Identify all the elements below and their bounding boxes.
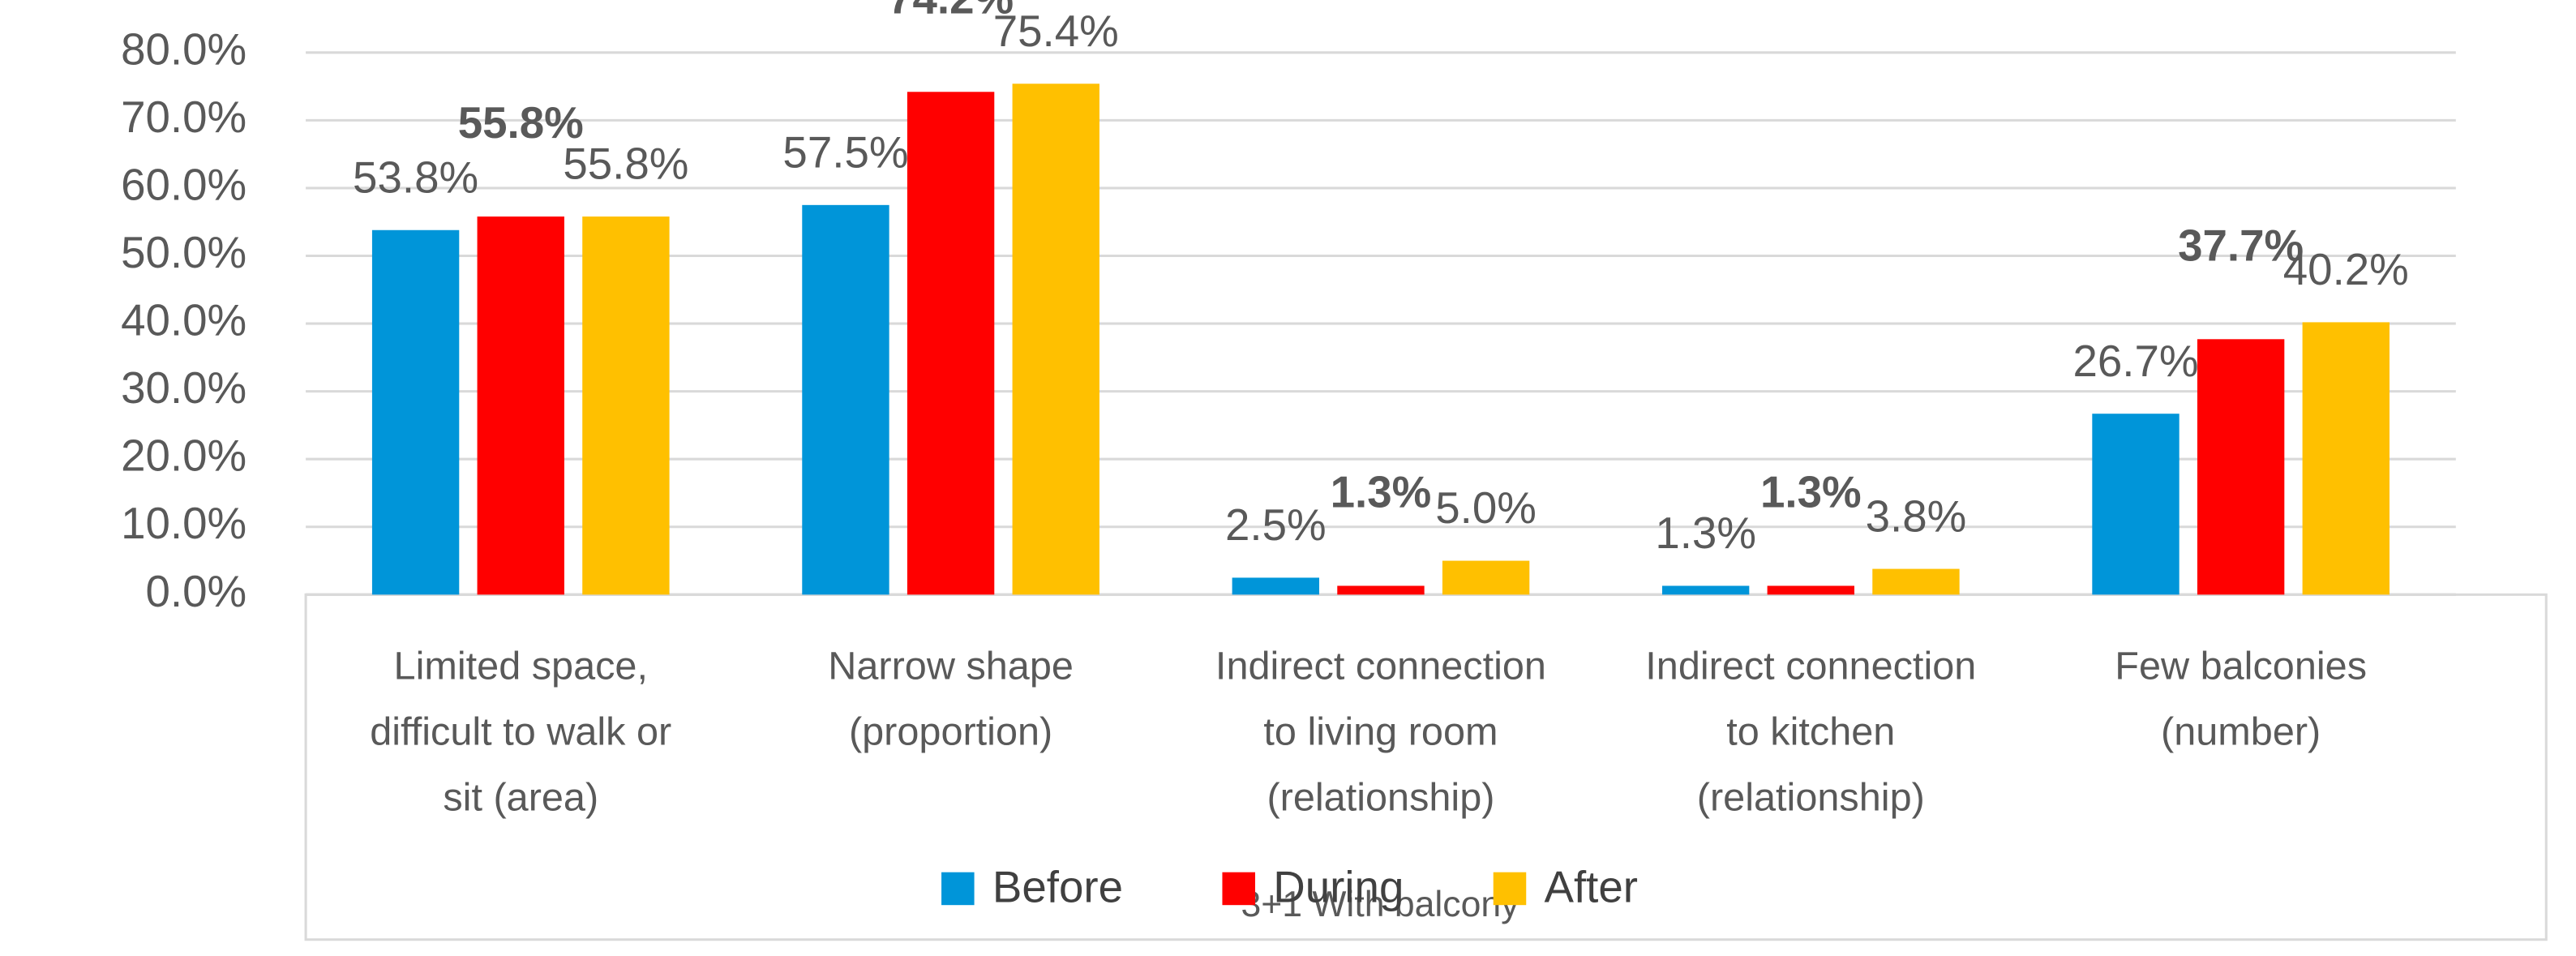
- value-label: 1.3%: [1331, 467, 1432, 517]
- value-label: 53.8%: [353, 152, 478, 202]
- y-tick-label: 70.0%: [121, 92, 246, 142]
- legend-swatch: [1493, 872, 1527, 906]
- x-tick-label: (relationship): [1697, 775, 1925, 819]
- bar: [1012, 84, 1099, 595]
- bar: [802, 204, 889, 595]
- value-label: 75.4%: [993, 6, 1119, 56]
- x-tick-label: Narrow shape: [828, 644, 1074, 688]
- bar: [2092, 414, 2180, 595]
- value-label: 1.3%: [1760, 467, 1862, 517]
- bar: [1337, 585, 1425, 595]
- bar: [1442, 560, 1530, 595]
- y-tick-label: 80.0%: [121, 24, 246, 74]
- value-label: 55.8%: [563, 139, 688, 189]
- bar: [1767, 585, 1854, 595]
- bar: [1232, 577, 1319, 595]
- x-axis-title: 3+1 With balcony: [1241, 885, 1519, 924]
- bar: [2302, 322, 2390, 595]
- value-label: 5.0%: [1435, 482, 1537, 533]
- bar: [371, 229, 460, 595]
- bar: [907, 92, 995, 595]
- bar: [1661, 585, 1750, 595]
- value-label: 74.2%: [888, 0, 1014, 23]
- y-tick-label: 10.0%: [121, 498, 246, 548]
- value-label: 3.8%: [1866, 491, 1967, 541]
- y-tick-label: 20.0%: [121, 431, 246, 481]
- bar: [1872, 568, 1960, 595]
- value-label: 37.7%: [2178, 220, 2304, 270]
- legend-label: During: [1273, 861, 1404, 911]
- y-tick-label: 0.0%: [146, 566, 247, 616]
- x-tick-label: Indirect connection: [1645, 644, 1976, 688]
- x-tick-label: Limited space,: [394, 644, 648, 688]
- value-label: 2.5%: [1225, 499, 1327, 550]
- y-tick-label: 40.0%: [121, 295, 246, 345]
- legend-label: After: [1545, 861, 1639, 911]
- x-tick-label: (number): [2161, 709, 2321, 753]
- x-tick-label: difficult to walk or: [370, 709, 671, 753]
- x-tick-label: Few balconies: [2115, 644, 2367, 688]
- value-label: 26.7%: [2072, 336, 2198, 386]
- bar: [477, 216, 564, 595]
- x-tick-label: to living room: [1263, 709, 1498, 753]
- y-tick-label: 30.0%: [121, 362, 246, 413]
- x-tick-label: to kitchen: [1726, 709, 1895, 753]
- legend-swatch: [941, 872, 975, 906]
- x-tick-label: sit (area): [443, 775, 598, 819]
- value-label: 1.3%: [1655, 508, 1756, 558]
- x-tick-label: (proportion): [849, 709, 1052, 753]
- y-tick-label: 50.0%: [121, 227, 246, 277]
- bar: [582, 216, 670, 595]
- y-tick-label: 60.0%: [121, 159, 246, 209]
- legend-swatch: [1222, 872, 1255, 906]
- value-label: 40.2%: [2283, 244, 2409, 294]
- value-label: 57.5%: [782, 127, 908, 178]
- bar: [2197, 339, 2285, 595]
- x-tick-label: (relationship): [1267, 775, 1494, 819]
- legend-label: Before: [992, 861, 1123, 911]
- value-label: 55.8%: [458, 97, 584, 148]
- x-tick-label: Indirect connection: [1215, 644, 1546, 688]
